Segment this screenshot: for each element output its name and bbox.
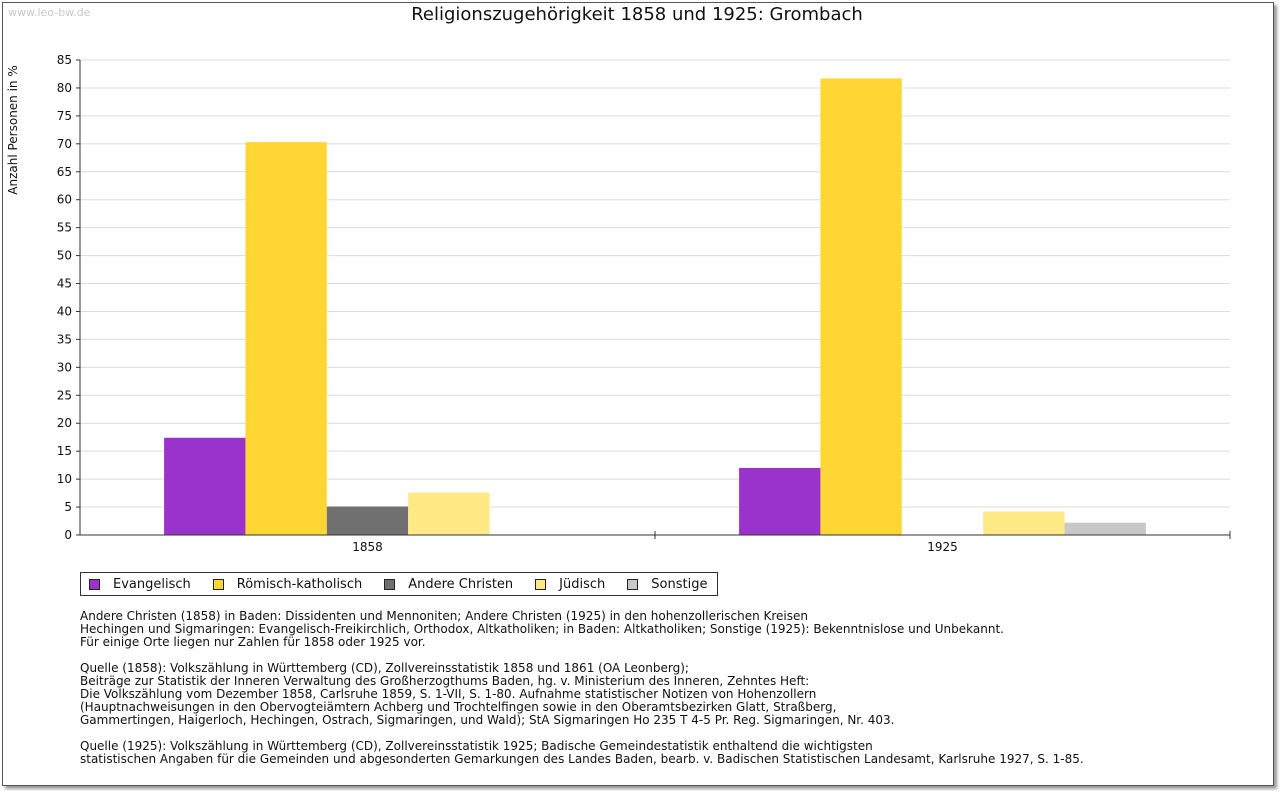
watermark: www.leo-bw.de [8,6,91,19]
legend-label: Jüdisch [559,576,606,592]
legend-label: Evangelisch [113,576,191,592]
note-line: Für einige Orte liegen nur Zahlen für 18… [80,635,426,649]
y-tick-label: 75 [57,109,72,123]
y-tick-label: 65 [57,165,72,179]
legend-item: Römisch-katholisch [212,576,363,592]
y-tick-label: 40 [57,304,72,318]
bar-r-misch-katholisch-1925 [820,78,902,536]
bar-andere-christen-1858 [326,506,409,535]
legend-label: Sonstige [651,576,708,592]
note-line: Die Volkszählung vom Dezember 1858, Carl… [80,687,817,701]
y-tick-label: 55 [57,221,72,235]
note-source-1925: Quelle (1925): Volkszählung in Württembe… [80,740,1260,766]
chart-title: Religionszugehörigkeit 1858 und 1925: Gr… [411,4,863,25]
y-tick-label: 45 [57,277,72,291]
y-tick-label: 20 [57,416,72,430]
note-line: Andere Christen (1858) in Baden: Disside… [80,609,808,623]
y-tick-label: 5 [64,500,72,514]
bar-evangelisch-1858 [164,437,246,535]
bar-j-disch-1858 [408,492,490,535]
bar-sonstige-1925 [1064,522,1146,535]
legend-swatch [535,578,547,590]
y-axis-label: Anzahl Personen in % [6,65,20,195]
legend-swatch [384,578,396,590]
y-tick-label: 25 [57,388,72,402]
y-tick-label: 85 [57,53,72,67]
y-tick-label: 80 [57,81,72,95]
note-definitions: Andere Christen (1858) in Baden: Disside… [80,610,1260,649]
y-tick-label: 0 [64,528,72,542]
legend-item: Jüdisch [535,577,605,592]
y-tick-label: 50 [57,249,72,263]
bar-j-disch-1925 [983,511,1065,535]
legend-item: Evangelisch [89,577,191,592]
y-tick-label: 15 [57,444,72,458]
x-tick-label: 1858 [352,540,383,554]
note-line: Quelle (1858): Volkszählung in Württembe… [80,661,689,675]
note-line: statistischen Angaben für die Gemeinden … [80,752,1084,766]
x-tick-label: 1925 [927,540,958,554]
note-line: Gammertingen, Haigerloch, Hechingen, Ost… [80,713,895,727]
legend-label: Andere Christen [408,576,514,592]
legend-item: Sonstige [627,577,707,592]
note-line: Beiträge zur Statistik der Inneren Verwa… [80,674,810,688]
note-line: Quelle (1925): Volkszählung in Württembe… [80,739,873,753]
footnotes: Andere Christen (1858) in Baden: Disside… [80,610,1260,779]
bar-evangelisch-1925 [739,467,821,535]
chart-legend: Evangelisch Römisch-katholisch Andere Chri… [80,572,719,596]
y-tick-label: 35 [57,332,72,346]
note-source-1858: Quelle (1858): Volkszählung in Württembe… [80,662,1260,727]
legend-swatch [89,578,100,590]
bar-r-misch-katholisch-1858 [245,142,327,535]
legend-swatch [627,578,639,590]
note-line: Hechingen und Sigmaringen: Evangelisch-F… [80,622,1004,636]
legend-swatch [212,578,224,590]
y-tick-label: 60 [57,193,72,207]
legend-item: Andere Christen [384,577,513,592]
y-tick-label: 70 [57,137,72,151]
legend-label: Römisch-katholisch [236,576,363,592]
y-tick-label: 10 [57,472,72,486]
y-tick-label: 30 [57,360,72,374]
note-line: (Hauptnachweisungen in den Obervogteiämt… [80,700,837,714]
